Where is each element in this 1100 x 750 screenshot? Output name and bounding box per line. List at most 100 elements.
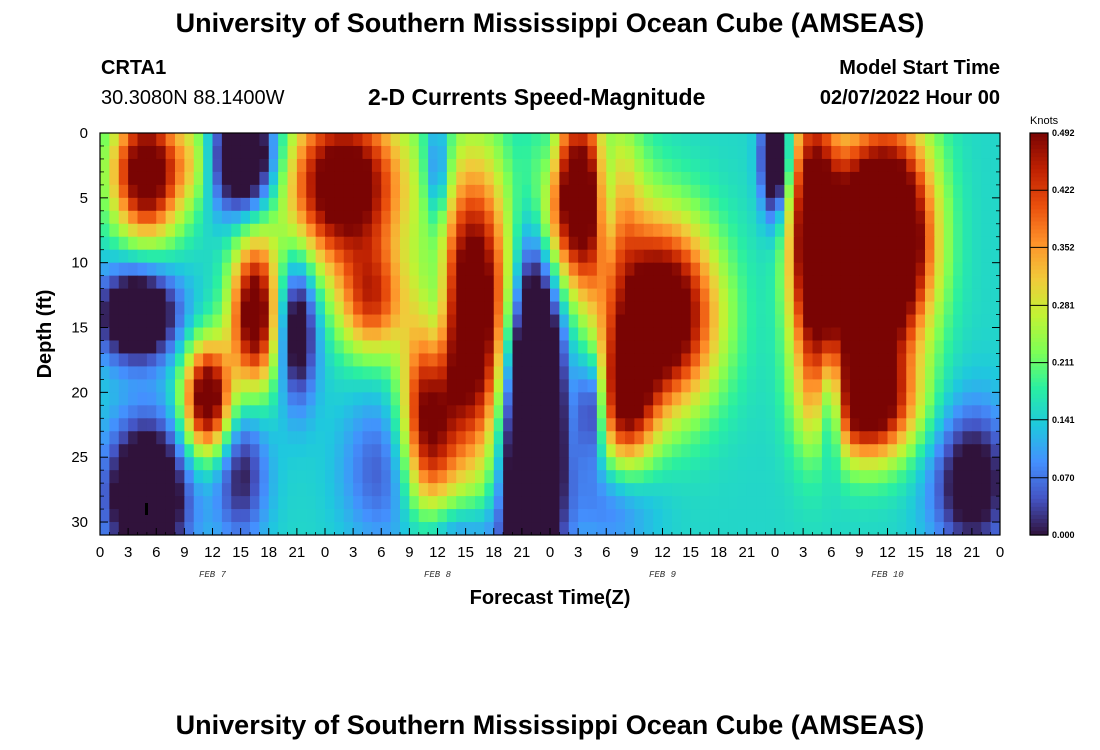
heatmap-cell (859, 470, 870, 484)
heatmap-cell (625, 379, 635, 393)
heatmap-cell (231, 444, 242, 458)
heatmap-cell (137, 509, 148, 523)
heatmap-cell (381, 522, 392, 535)
heatmap-cell (606, 418, 617, 432)
heatmap-cell (775, 379, 785, 393)
heatmap-cell (240, 223, 251, 238)
heatmap-cell (746, 496, 757, 510)
heatmap-cell (915, 496, 926, 510)
heatmap-cell (512, 314, 523, 329)
heatmap-cell (456, 405, 467, 419)
heatmap-cell (821, 418, 832, 432)
heatmap-cell (484, 457, 495, 471)
heatmap-cell (596, 392, 607, 406)
heatmap-cell (137, 275, 148, 290)
heatmap-cell (831, 288, 842, 303)
heatmap-cell (212, 353, 223, 368)
heatmap-cell (231, 223, 242, 238)
heatmap-cell (203, 249, 214, 264)
heatmap-cell (400, 496, 410, 510)
heatmap-cell (465, 496, 476, 510)
heatmap-cell (943, 158, 954, 173)
heatmap-cell (287, 158, 298, 173)
heatmap-cell (296, 288, 307, 303)
heatmap-cell (606, 197, 617, 212)
heatmap-cell (596, 145, 607, 160)
heatmap-cell (803, 444, 814, 458)
heatmap-cell (428, 444, 439, 458)
heatmap-cell (531, 210, 542, 225)
heatmap-cell (671, 314, 682, 329)
heatmap-cell (296, 236, 307, 251)
heatmap-cell (868, 340, 879, 355)
heatmap-cell (456, 522, 467, 535)
heatmap-cell (315, 353, 326, 368)
x-tick-label: 15 (682, 544, 699, 561)
colorbar-step (1030, 313, 1048, 319)
heatmap-cell (681, 249, 692, 264)
heatmap-cell (137, 171, 148, 186)
heatmap-cell (981, 353, 992, 368)
heatmap-cell (962, 379, 973, 393)
heatmap-cell (343, 353, 354, 368)
heatmap-cell (531, 158, 542, 173)
heatmap-cell (981, 522, 992, 535)
heatmap-cell (971, 483, 982, 497)
heatmap-cell (756, 418, 767, 432)
heatmap-cell (803, 262, 814, 277)
heatmap-cell (493, 509, 504, 523)
heatmap-cell (184, 288, 195, 303)
heatmap-cell (925, 457, 935, 471)
heatmap-cell (418, 470, 429, 484)
heatmap-cell (784, 210, 795, 225)
heatmap-cell (643, 210, 654, 225)
heatmap-cell (765, 288, 776, 303)
heatmap-cell (100, 133, 110, 147)
heatmap-cell (700, 379, 710, 393)
heatmap-cell (971, 133, 982, 147)
heatmap-cell (184, 145, 195, 160)
heatmap-cell (306, 236, 317, 251)
heatmap-cell (634, 470, 645, 484)
x-tick-label: 3 (349, 544, 357, 561)
heatmap-cell (250, 223, 260, 238)
heatmap-cell (240, 327, 251, 342)
heatmap-cell (175, 171, 185, 186)
heatmap-cell (906, 522, 917, 535)
heatmap-cell (540, 418, 551, 432)
colorbar-step (1030, 382, 1048, 387)
heatmap-cell (953, 522, 964, 535)
heatmap-cell (821, 236, 832, 251)
heatmap-cell (840, 197, 851, 212)
heatmap-cell (559, 223, 570, 238)
heatmap-cell (943, 133, 954, 147)
heatmap-cell (981, 236, 992, 251)
heatmap-cell (868, 236, 879, 251)
heatmap-cell (915, 223, 926, 238)
heatmap-cell (306, 444, 317, 458)
heatmap-cell (925, 444, 935, 458)
heatmap-cell (953, 171, 964, 186)
heatmap-cell (887, 327, 898, 342)
heatmap-cell (165, 522, 176, 535)
heatmap-cell (700, 171, 710, 186)
heatmap-cell (390, 158, 401, 173)
heatmap-cell (568, 301, 579, 316)
heatmap-cell (353, 353, 364, 368)
heatmap-cell (446, 133, 457, 147)
heatmap-cell (671, 444, 682, 458)
heatmap-cell (193, 197, 204, 212)
heatmap-cell (850, 340, 860, 355)
heatmap-cell (165, 223, 176, 238)
heatmap-cell (203, 275, 214, 290)
heatmap-cell (371, 444, 382, 458)
heatmap-cell (850, 431, 860, 445)
heatmap-cell (221, 366, 232, 380)
colorbar-step (1030, 257, 1048, 263)
heatmap-cell (587, 366, 598, 380)
heatmap-cell (775, 184, 785, 199)
heatmap-cell (371, 171, 382, 186)
heatmap-cell (615, 262, 626, 277)
heatmap-cell (203, 418, 214, 432)
colorbar-step (1030, 213, 1048, 219)
